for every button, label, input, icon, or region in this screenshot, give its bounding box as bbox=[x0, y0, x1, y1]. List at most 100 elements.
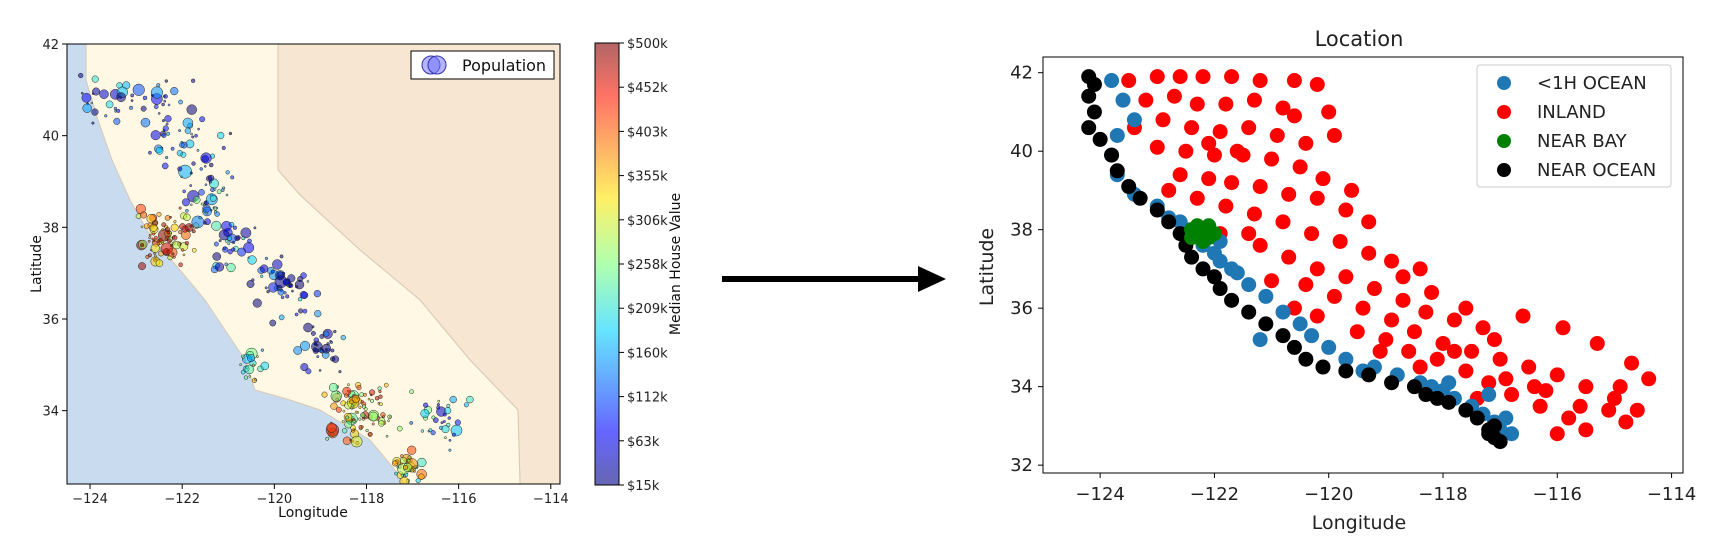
point-near-ocean bbox=[1286, 339, 1302, 355]
left-scatter-point bbox=[191, 229, 196, 234]
left-scatter-point bbox=[300, 363, 309, 372]
left-x-tick-label: −122 bbox=[164, 492, 200, 507]
point-near-ocean bbox=[1132, 190, 1148, 206]
point-inland bbox=[1309, 190, 1325, 206]
left-scatter-point bbox=[420, 429, 425, 433]
point-inland bbox=[1395, 269, 1411, 285]
point--1h-ocean bbox=[1321, 339, 1337, 355]
left-scatter-point bbox=[251, 363, 255, 367]
left-scatter-point bbox=[199, 167, 203, 171]
point-inland bbox=[1138, 92, 1154, 108]
left-scatter-point bbox=[350, 404, 354, 408]
left-scatter-point bbox=[226, 263, 236, 273]
left-scatter-point bbox=[184, 223, 194, 232]
left-scatter-point bbox=[260, 361, 270, 371]
point-inland bbox=[1241, 120, 1257, 136]
point-inland bbox=[1286, 108, 1302, 124]
left-scatter-point bbox=[446, 403, 451, 408]
left-scatter-point bbox=[342, 409, 346, 413]
left-scatter-point bbox=[451, 432, 456, 437]
left-scatter-point bbox=[344, 393, 349, 398]
left-scatter-point bbox=[310, 330, 316, 336]
left-scatter-point bbox=[407, 445, 417, 455]
left-scatter-point bbox=[209, 195, 217, 202]
left-y-axis-label: Latitude bbox=[29, 235, 45, 293]
left-scatter-point bbox=[161, 162, 169, 170]
left-scatter-point bbox=[243, 375, 249, 380]
arrow-head-icon bbox=[918, 266, 946, 292]
left-scatter-point bbox=[396, 425, 403, 432]
left-scatter-point bbox=[225, 170, 230, 175]
left-scatter-point bbox=[409, 421, 414, 425]
point-inland bbox=[1172, 167, 1188, 183]
point-near-bay bbox=[1184, 222, 1200, 238]
left-scatter-point bbox=[204, 183, 208, 187]
right-y-ticks: 32 34 36 38 40 42 bbox=[1010, 63, 1043, 476]
left-scatter-point bbox=[153, 239, 156, 243]
left-scatter-point bbox=[350, 435, 363, 448]
point-inland bbox=[1309, 261, 1325, 277]
left-scatter-point bbox=[448, 438, 452, 442]
point-inland bbox=[1218, 96, 1234, 112]
point-inland bbox=[1121, 73, 1137, 89]
left-scatter-point bbox=[330, 390, 342, 402]
left-scatter-point bbox=[213, 241, 219, 247]
left-scatter-point bbox=[155, 259, 164, 267]
left-scatter-point bbox=[156, 240, 160, 244]
colorbar-tick-label: $112k bbox=[627, 391, 668, 406]
right-legend: <1H OCEAN INLAND NEAR BAY NEAR OCEAN bbox=[1476, 64, 1672, 188]
point--1h-ocean bbox=[1241, 277, 1257, 293]
left-scatter-point bbox=[371, 422, 375, 426]
left-y-tick-label: 34 bbox=[42, 405, 59, 420]
left-scatter-point bbox=[171, 234, 178, 241]
left-scatter-point bbox=[246, 280, 255, 288]
left-scatter-point bbox=[358, 417, 362, 421]
point-inland bbox=[1246, 92, 1262, 108]
left-scatter-point bbox=[407, 455, 412, 460]
left-scatter-point bbox=[91, 75, 99, 83]
left-scatter-point bbox=[423, 402, 429, 408]
left-scatter-point bbox=[99, 89, 109, 99]
left-scatter-point bbox=[277, 288, 285, 296]
right-plot-frame bbox=[1042, 56, 1684, 474]
left-scatter-point bbox=[165, 155, 169, 160]
left-scatter-point bbox=[164, 237, 168, 241]
left-scatter-point bbox=[294, 312, 299, 317]
left-scatter-point bbox=[161, 222, 167, 228]
left-scatter-point bbox=[266, 289, 270, 294]
left-scatter-point bbox=[91, 108, 99, 116]
left-chart: −124 −122 −120 −118 −116 −114 34 36 38 40 42 Long… bbox=[29, 37, 684, 521]
colorbar-gradient bbox=[594, 42, 620, 486]
point--1h-ocean bbox=[1504, 426, 1520, 442]
left-scatter-point bbox=[151, 237, 154, 241]
left-scatter-point bbox=[138, 262, 146, 271]
left-scatter-point bbox=[278, 314, 285, 321]
point-inland bbox=[1384, 312, 1400, 328]
point-inland bbox=[1184, 120, 1200, 136]
point-inland bbox=[1264, 151, 1280, 167]
left-scatter-point bbox=[281, 271, 286, 275]
point--1h-ocean bbox=[1304, 328, 1320, 344]
colorbar-tick-label: $258k bbox=[627, 258, 668, 273]
left-scatter-point bbox=[383, 382, 389, 388]
left-scatter-point bbox=[213, 206, 218, 211]
left-scatter-point bbox=[311, 325, 315, 329]
right-y-tick-label: 40 bbox=[1010, 141, 1033, 162]
left-scatter-point bbox=[140, 117, 151, 128]
point-near-ocean bbox=[1458, 402, 1474, 418]
left-scatter-point bbox=[150, 243, 160, 253]
point-inland bbox=[1281, 249, 1297, 265]
left-scatter-point bbox=[329, 340, 332, 343]
left-scatter-point bbox=[253, 226, 257, 230]
point-inland bbox=[1458, 363, 1474, 379]
point-inland bbox=[1475, 320, 1491, 336]
left-scatter-point bbox=[150, 86, 164, 99]
left-scatter-point bbox=[352, 418, 356, 422]
point-inland bbox=[1372, 343, 1388, 359]
right-x-axis-label: Longitude bbox=[1312, 512, 1407, 534]
transition-arrow bbox=[722, 266, 946, 292]
left-scatter-point bbox=[154, 254, 157, 258]
legend-marker-icon bbox=[1497, 163, 1511, 177]
left-scatter-point bbox=[170, 146, 175, 151]
point--1h-ocean bbox=[1206, 245, 1222, 261]
